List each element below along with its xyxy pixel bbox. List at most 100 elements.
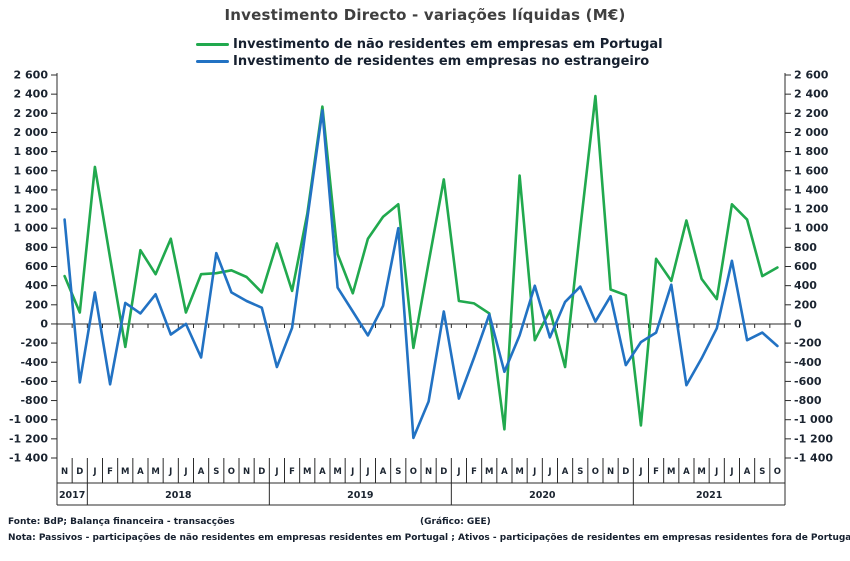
svg-text:A: A xyxy=(319,467,326,477)
svg-text:-1 200: -1 200 xyxy=(794,432,833,445)
svg-text:N: N xyxy=(425,467,432,477)
svg-text:2 200: 2 200 xyxy=(14,107,49,120)
chart-canvas: 2 600 2 400 2 200 2 000 1 800 1 600 1 400 1 200… xyxy=(9,69,833,506)
svg-text:M: M xyxy=(485,467,493,477)
series-line-residentes xyxy=(63,109,779,440)
svg-text:O: O xyxy=(592,467,599,477)
svg-text:2 000: 2 000 xyxy=(14,126,49,139)
svg-text:2 000: 2 000 xyxy=(794,126,829,139)
y-axis-right-labels: 2 600 2 400 2 200 2 000 1 800 1 600 1 400 1 200… xyxy=(785,69,833,465)
svg-text:A: A xyxy=(683,467,690,477)
svg-text:J: J xyxy=(456,467,460,477)
svg-text:0: 0 xyxy=(40,317,48,330)
svg-text:1 200: 1 200 xyxy=(14,203,49,216)
svg-text:J: J xyxy=(729,467,733,477)
svg-text:D: D xyxy=(622,467,629,477)
svg-text:2 600: 2 600 xyxy=(14,70,49,82)
svg-text:J: J xyxy=(183,467,187,477)
svg-text:2020: 2020 xyxy=(529,490,556,501)
legend-item-residentes: Investimento de residentes em empresas n… xyxy=(196,53,663,70)
svg-text:2 200: 2 200 xyxy=(794,107,829,120)
svg-text:O: O xyxy=(228,467,235,477)
svg-text:-200: -200 xyxy=(20,337,48,350)
svg-text:N: N xyxy=(243,467,250,477)
credit-note: (Gráfico: GEE) xyxy=(420,517,491,527)
svg-text:A: A xyxy=(380,467,387,477)
svg-text:F: F xyxy=(653,467,659,477)
svg-text:D: D xyxy=(258,467,265,477)
svg-text:M: M xyxy=(333,467,341,477)
svg-text:1 400: 1 400 xyxy=(14,183,49,196)
legend-item-nao-residentes: Investimento de não residentes em empres… xyxy=(196,36,663,53)
svg-text:-600: -600 xyxy=(20,375,48,388)
svg-text:D: D xyxy=(440,467,447,477)
svg-text:0: 0 xyxy=(794,317,802,330)
svg-text:D: D xyxy=(76,467,83,477)
svg-text:M: M xyxy=(121,467,129,477)
legend-label: Investimento de não residentes em empres… xyxy=(233,37,663,52)
svg-text:-800: -800 xyxy=(794,394,822,407)
svg-text:A: A xyxy=(562,467,569,477)
svg-text:2 400: 2 400 xyxy=(14,88,49,101)
svg-text:-1 000: -1 000 xyxy=(794,413,833,426)
chart-area: 2 600 2 400 2 200 2 000 1 800 1 600 1 400 1 200… xyxy=(0,69,850,510)
legend-line-sample-blue xyxy=(196,59,229,64)
legend-line-sample-green xyxy=(196,42,229,47)
chart-title: Investimento Directo - variações líquida… xyxy=(224,6,626,24)
svg-text:2017: 2017 xyxy=(59,490,85,501)
svg-text:2021: 2021 xyxy=(696,490,722,501)
svg-text:A: A xyxy=(744,467,751,477)
svg-text:J: J xyxy=(532,467,536,477)
svg-text:M: M xyxy=(515,467,523,477)
svg-text:1 600: 1 600 xyxy=(794,164,829,177)
svg-text:-1 200: -1 200 xyxy=(9,432,48,445)
svg-text:M: M xyxy=(303,467,311,477)
svg-text:2 600: 2 600 xyxy=(794,70,829,82)
svg-text:S: S xyxy=(213,467,219,477)
source-note: Fonte: BdP; Balança financeira - transac… xyxy=(8,517,235,527)
svg-text:800: 800 xyxy=(25,241,48,254)
svg-text:-400: -400 xyxy=(20,356,48,369)
svg-text:A: A xyxy=(501,467,508,477)
y-axis-left-labels: 2 600 2 400 2 200 2 000 1 800 1 600 1 400 1 200… xyxy=(9,69,57,465)
svg-text:J: J xyxy=(547,467,551,477)
svg-text:2 400: 2 400 xyxy=(794,88,829,101)
svg-text:1 800: 1 800 xyxy=(14,145,49,158)
svg-text:J: J xyxy=(274,467,278,477)
svg-text:-800: -800 xyxy=(20,394,48,407)
svg-text:1 400: 1 400 xyxy=(794,183,829,196)
svg-text:1 800: 1 800 xyxy=(794,145,829,158)
svg-text:S: S xyxy=(759,467,765,477)
svg-text:-1 400: -1 400 xyxy=(9,452,48,465)
svg-text:J: J xyxy=(168,467,172,477)
svg-text:J: J xyxy=(638,467,642,477)
svg-text:1 000: 1 000 xyxy=(14,222,49,235)
svg-text:J: J xyxy=(365,467,369,477)
axes xyxy=(56,73,786,506)
svg-text:S: S xyxy=(395,467,401,477)
methodology-note: Nota: Passivos - participações de não re… xyxy=(8,533,850,543)
svg-text:-1 000: -1 000 xyxy=(9,413,48,426)
svg-text:2019: 2019 xyxy=(347,490,373,501)
svg-text:O: O xyxy=(774,467,781,477)
svg-text:N: N xyxy=(61,467,68,477)
svg-text:-200: -200 xyxy=(794,337,822,350)
svg-text:-1 400: -1 400 xyxy=(794,452,833,465)
svg-text:200: 200 xyxy=(794,298,817,311)
series-line-nao-residentes xyxy=(63,94,779,431)
legend-label: Investimento de residentes em empresas n… xyxy=(233,54,650,69)
chart-legend: Investimento de não residentes em empres… xyxy=(196,36,663,70)
svg-text:A: A xyxy=(198,467,205,477)
svg-text:600: 600 xyxy=(794,260,817,273)
svg-text:2018: 2018 xyxy=(165,490,192,501)
svg-text:400: 400 xyxy=(794,279,817,292)
svg-text:-400: -400 xyxy=(794,356,822,369)
svg-text:O: O xyxy=(410,467,417,477)
svg-text:F: F xyxy=(471,467,477,477)
svg-text:J: J xyxy=(92,467,96,477)
svg-text:1 200: 1 200 xyxy=(794,203,829,216)
x-axis-years: 2017 2018 2019 2020 2021 xyxy=(56,483,786,505)
svg-text:400: 400 xyxy=(25,279,48,292)
svg-text:S: S xyxy=(577,467,583,477)
svg-text:M: M xyxy=(667,467,675,477)
